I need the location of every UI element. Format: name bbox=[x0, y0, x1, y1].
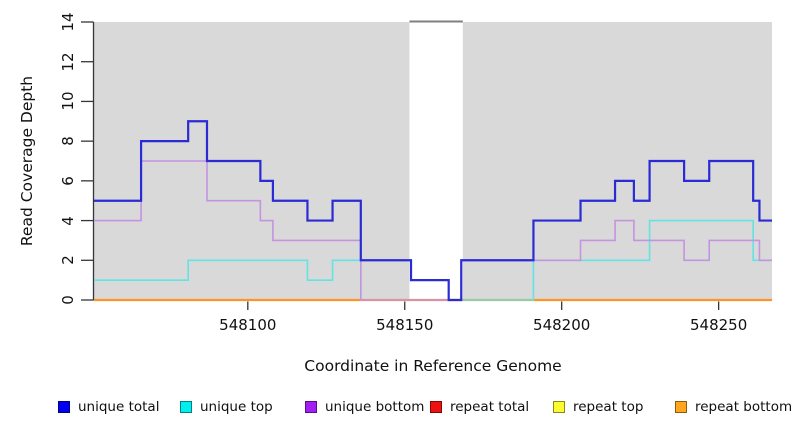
legend-item-repeat-total: repeat total bbox=[430, 399, 530, 415]
legend-item-repeat-bottom: repeat bottom bbox=[675, 399, 792, 415]
y-axis-title: Read Coverage Depth bbox=[18, 75, 36, 247]
legend-swatch-unique-bottom bbox=[305, 401, 317, 413]
legend-item-unique-total: unique total bbox=[58, 399, 160, 415]
legend-item-repeat-top: repeat top bbox=[553, 399, 644, 415]
legend-label: repeat bottom bbox=[695, 399, 792, 415]
x-tick-label: 548100 bbox=[219, 316, 277, 334]
x-axis-title: Coordinate in Reference Genome bbox=[304, 357, 562, 375]
legend-item-unique-bottom: unique bottom bbox=[305, 399, 425, 415]
y-tick-label: 4 bbox=[59, 215, 77, 226]
x-tick-label: 548150 bbox=[376, 316, 434, 334]
legend-label: unique top bbox=[200, 399, 273, 415]
legend-swatch-unique-top bbox=[180, 401, 192, 413]
legend-item-unique-top: unique top bbox=[180, 399, 273, 415]
y-tick-label: 14 bbox=[59, 12, 77, 32]
legend-swatch-repeat-top bbox=[553, 401, 565, 413]
x-tick-label: 548250 bbox=[689, 316, 748, 334]
legend-label: repeat top bbox=[573, 399, 644, 415]
legend-label: unique bottom bbox=[325, 399, 425, 415]
gap-band bbox=[409, 22, 463, 300]
y-tick-label: 8 bbox=[59, 136, 77, 146]
y-tick-label: 2 bbox=[59, 255, 77, 266]
legend-swatch-repeat-total bbox=[430, 401, 442, 413]
legend-swatch-unique-total bbox=[58, 401, 70, 413]
legend-label: repeat total bbox=[450, 399, 530, 415]
y-tick-label: 0 bbox=[59, 295, 77, 305]
y-tick-label: 10 bbox=[59, 91, 77, 111]
legend-swatch-repeat-bottom bbox=[675, 401, 687, 413]
y-tick-label: 6 bbox=[59, 176, 77, 186]
series-line-unique-total bbox=[94, 120, 772, 302]
y-tick-label: 12 bbox=[59, 52, 77, 72]
legend-label: unique total bbox=[78, 399, 160, 415]
x-tick-label: 548200 bbox=[533, 316, 591, 334]
